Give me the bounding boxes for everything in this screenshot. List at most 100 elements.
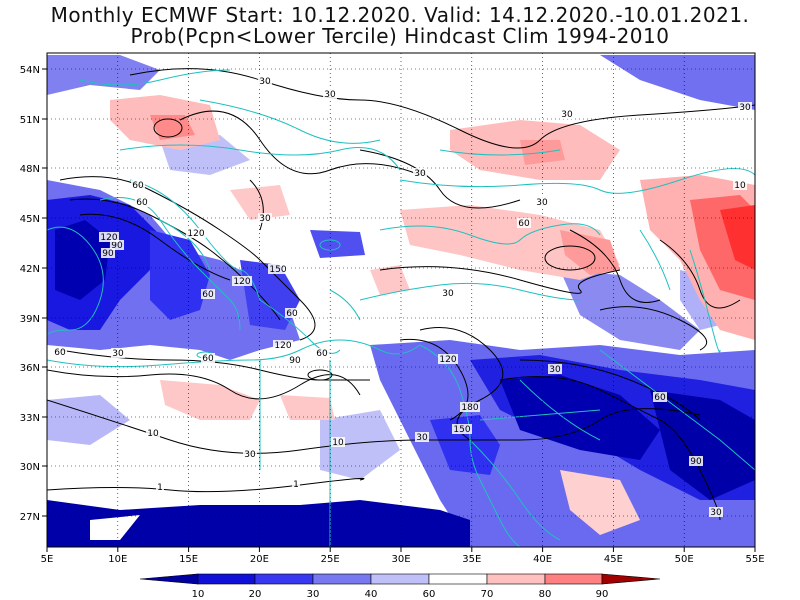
colorbar: 10 20 30 40 60 70 80 90	[139, 573, 661, 600]
lon-tick-label: 40E	[533, 554, 552, 565]
contour-label: 60	[518, 219, 530, 229]
lon-tick-label: 10E	[108, 554, 127, 565]
lon-tick-label: 20E	[250, 554, 269, 565]
contour-label: 30	[710, 508, 722, 518]
colorbar-cell	[254, 573, 314, 585]
contour-label-bg	[285, 308, 299, 318]
colorbar-label: 60	[423, 589, 436, 600]
contour-label: 30	[112, 349, 124, 359]
contour-label: 30	[414, 169, 426, 179]
contour-label: 120	[233, 277, 250, 287]
contour-label-bg	[258, 213, 272, 223]
colorbar-cell	[428, 573, 488, 585]
contour-label-bg	[273, 340, 293, 350]
colorbar-cell	[601, 573, 661, 585]
contour-label-bg	[452, 424, 472, 434]
contour-label: 90	[111, 241, 123, 251]
contour-label-bg	[733, 180, 747, 190]
contour-label: 60	[132, 181, 144, 191]
contour-label: 60	[54, 348, 66, 358]
contour-label: 10	[332, 438, 344, 448]
longitude-ticks: 5E 10E 15E 20E 25E 30E 35E 40E 45E 50E 55E	[41, 547, 765, 565]
contour-label-bg	[135, 197, 149, 207]
contour-label-bg	[99, 232, 119, 242]
contour-label-bg	[111, 348, 125, 358]
contour-label-bg	[53, 347, 67, 357]
lat-tick-label: 27N	[20, 512, 40, 523]
colorbar-label: 90	[596, 589, 609, 600]
contour-label: 30	[442, 289, 454, 299]
colorbar-cell	[312, 573, 372, 585]
contour-label-bg	[201, 353, 215, 363]
lon-tick-label: 5E	[41, 554, 54, 565]
contour-label-bg	[156, 482, 164, 492]
contour-label-bg	[689, 456, 703, 466]
colorbar-label: 30	[307, 589, 320, 600]
contour-label: 30	[416, 433, 428, 443]
contour-label: 30	[244, 450, 256, 460]
contour-label-bg	[243, 449, 257, 459]
contour-label: 1	[157, 483, 163, 493]
lon-tick-label: 50E	[675, 554, 694, 565]
contour-label-bg	[186, 228, 206, 238]
contour-label: 30	[259, 77, 271, 87]
contour-label: 90	[289, 356, 301, 366]
colorbar-label: 70	[481, 589, 494, 600]
contour-label: 60	[136, 198, 148, 208]
contour-label-bg	[560, 109, 574, 119]
contour-label: 120	[439, 355, 456, 365]
contour-label-bg	[201, 289, 215, 299]
contour-label: 1	[293, 480, 299, 490]
contour-label: 60	[316, 349, 328, 359]
colorbar-cell	[486, 573, 546, 585]
contour-label-bg	[315, 348, 329, 358]
colorbar-label: 10	[192, 589, 205, 600]
contour-label: 30	[561, 110, 573, 120]
contour-label-bg	[101, 248, 115, 258]
contour-label: 60	[202, 290, 214, 300]
contour-label-bg	[709, 507, 723, 517]
colorbar-label: 40	[365, 589, 378, 600]
contour-label: 10	[734, 181, 746, 191]
title-line-2: Prob(Pcpn<Lower Tercile) Hindcast Clim 1…	[130, 24, 670, 48]
lat-tick-label: 54N	[20, 65, 40, 76]
lat-tick-label: 45N	[20, 214, 40, 225]
contour-label-bg	[292, 479, 300, 489]
colorbar-label: 20	[249, 589, 262, 600]
contour-label-bg	[331, 437, 345, 447]
contour-label: 180	[461, 403, 478, 413]
contour-label: 150	[453, 425, 470, 435]
contours	[47, 68, 755, 521]
contour-label-bg	[415, 432, 429, 442]
contour-label-bg	[548, 364, 562, 374]
contour-label-bg	[738, 102, 752, 112]
contour-label: 120	[274, 341, 291, 351]
contour-label-bg	[413, 168, 427, 178]
contour-label: 30	[536, 198, 548, 208]
lon-tick-label: 15E	[179, 554, 198, 565]
colorbar-cell	[197, 573, 256, 585]
lat-tick-label: 48N	[20, 164, 40, 175]
lat-tick-label: 33N	[20, 413, 40, 424]
contour-label-bg	[460, 402, 480, 412]
contour-label-bg	[653, 392, 667, 402]
contour-label-bg	[268, 264, 288, 274]
contour-label: 60	[202, 354, 214, 364]
lon-tick-label: 45E	[604, 554, 623, 565]
contour-label: 120	[100, 233, 117, 243]
latitude-ticks: 54N 51N 48N 45N 42N 39N 36N 33N 30N 27N	[20, 65, 47, 523]
contour-label-bg	[535, 197, 549, 207]
contour-label: 30	[549, 365, 561, 375]
contour-label-bg	[146, 428, 160, 438]
colorbar-cell	[370, 573, 430, 585]
red-shading	[110, 95, 755, 535]
contour-label: 10	[147, 429, 159, 439]
contour-label: 30	[739, 103, 751, 113]
lat-tick-label: 36N	[20, 363, 40, 374]
lon-tick-label: 55E	[745, 554, 764, 565]
contour-label-bg	[323, 89, 337, 99]
